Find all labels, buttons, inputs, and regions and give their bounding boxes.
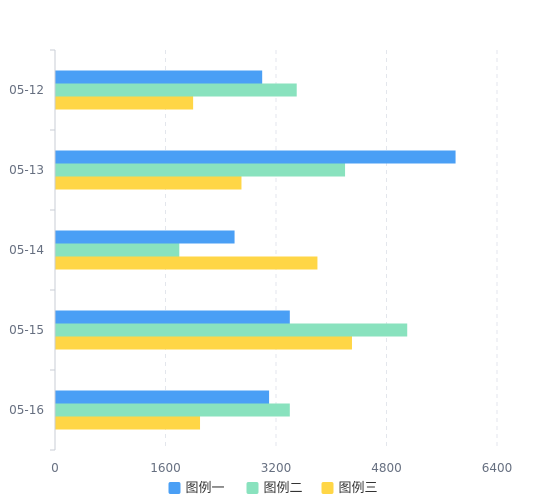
bar-05-13-series-2: 图例二 05-13: 4200 — [55, 163, 346, 177]
y-category-label: 05-15 — [9, 323, 44, 337]
bar-05-15-series-3: 图例三 05-15: 4300 — [55, 336, 352, 350]
bar-05-15-series-1: 图例一 05-15: 3400 — [55, 310, 290, 324]
legend-item-1[interactable]: 图例一 — [168, 481, 225, 496]
x-tick-label: 4800 — [371, 461, 402, 475]
y-category-label: 05-16 — [9, 403, 44, 417]
x-tick-label: 3200 — [261, 461, 292, 475]
bar-05-13-series-1: 图例一 05-13: 5800 — [55, 150, 456, 164]
bar-05-14-series-2: 图例二 05-14: 1800 — [55, 243, 180, 257]
bar-05-12-series-2: 图例二 05-12: 3500 — [55, 83, 297, 97]
bar-05-16-series-1: 图例一 05-16: 3100 — [55, 390, 270, 404]
legend-swatch — [168, 482, 181, 494]
grid-lines — [165, 50, 498, 450]
bar-05-16-series-3: 图例三 05-16: 2100 — [55, 416, 201, 430]
legend-label: 图例二 — [264, 481, 303, 496]
axes: 0 1600 3200 4800 6400 05-12 05-13 05-14 05-15 05-… — [9, 49, 513, 475]
bar-05-16-series-2: 图例二 05-16: 3400 — [55, 403, 290, 417]
legend[interactable]: 图例一 图例二 图例三 — [168, 481, 378, 496]
x-tick-label: 6400 — [482, 461, 513, 475]
y-category-label: 05-14 — [9, 243, 44, 257]
x-tick-label: 1600 — [150, 461, 181, 475]
bar-05-14-series-3: 图例三 05-14: 3800 — [55, 256, 318, 270]
legend-label: 图例一 — [186, 481, 225, 496]
bar-05-15-series-2: 图例二 05-15: 5100 — [55, 323, 408, 337]
bar-05-12-series-3: 图例三 05-12: 2000 — [55, 96, 194, 110]
legend-swatch — [246, 482, 259, 494]
y-category-label: 05-12 — [9, 83, 44, 97]
bars: 图例一 05-12: 3000图例二 05-12: 3500图例三 05-12:… — [55, 70, 456, 430]
x-tick-label: 0 — [51, 461, 59, 475]
bar-05-13-series-3: 图例三 05-13: 2700 — [55, 176, 242, 190]
legend-item-2[interactable]: 图例二 — [246, 481, 303, 496]
legend-label: 图例三 — [339, 481, 378, 496]
legend-swatch — [321, 482, 334, 494]
bar-05-14-series-1: 图例一 05-14: 2600 — [55, 230, 235, 244]
bar-05-12-series-1: 图例一 05-12: 3000 — [55, 70, 263, 84]
y-category-label: 05-13 — [9, 163, 44, 177]
legend-item-3[interactable]: 图例三 — [321, 481, 378, 496]
